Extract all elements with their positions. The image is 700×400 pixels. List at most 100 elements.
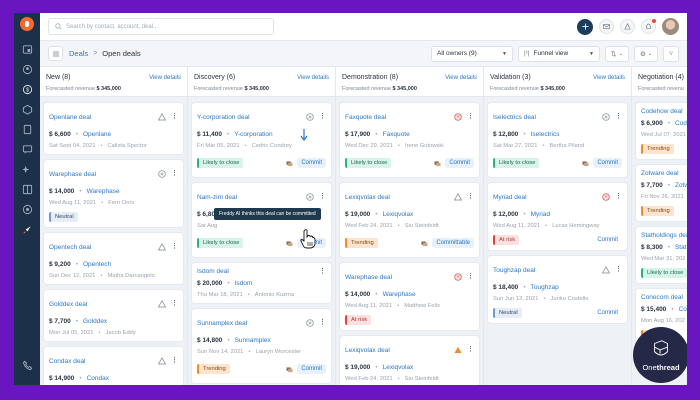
- more-options-icon[interactable]: ⋮: [467, 113, 474, 120]
- pause-icon[interactable]: [306, 108, 314, 126]
- sidebar-chat-icon[interactable]: [21, 143, 33, 155]
- pause-icon[interactable]: [306, 314, 314, 332]
- warning-icon[interactable]: [157, 295, 167, 313]
- commit-button[interactable]: Commit: [297, 364, 326, 374]
- sort-button[interactable]: ⇅ ⌄: [605, 45, 629, 62]
- company-link[interactable]: Condax: [86, 375, 109, 382]
- deal-name-link[interactable]: Golddex deal: [49, 300, 88, 308]
- deal-name-link[interactable]: Myriad deal: [493, 193, 527, 201]
- toggle-sidebar-button[interactable]: [48, 46, 63, 61]
- deal-card[interactable]: Statholdings deal $ 8,300 • Stat Wed Mar 31,…: [636, 227, 687, 283]
- sidebar-documents-icon[interactable]: [21, 123, 33, 135]
- deal-card[interactable]: Faxquote deal ⋮ $ 17,900 • Faxquote Wed Dec 2…: [340, 103, 479, 177]
- filter-button[interactable]: [663, 45, 679, 62]
- deal-card[interactable]: Zotware deal $ 7,700 • Zotw Fri Nov 26, 2021…: [636, 165, 687, 221]
- alert-icon[interactable]: [454, 268, 462, 286]
- company-link[interactable]: Toughzap: [530, 284, 559, 291]
- warning-icon[interactable]: [157, 352, 167, 370]
- more-options-icon[interactable]: ⋮: [171, 243, 178, 250]
- company-link[interactable]: Myriad: [530, 211, 551, 218]
- sidebar-reports-icon[interactable]: [21, 183, 33, 195]
- deal-card[interactable]: Condax deal⋮$ 14,900•CondaxThu Apr 15, 2…: [44, 347, 183, 385]
- more-options-icon[interactable]: ⋮: [171, 357, 178, 364]
- commit-button[interactable]: Commit: [593, 158, 622, 168]
- deal-card[interactable]: Opentech deal ⋮ $ 9,200 • Opentech Sun Dec 12…: [44, 233, 183, 284]
- user-avatar[interactable]: [662, 18, 679, 35]
- commit-button[interactable]: Commit: [597, 309, 618, 316]
- settings-button[interactable]: ⚙ ⌄: [634, 45, 658, 62]
- company-link[interactable]: Faxquote: [382, 131, 410, 138]
- deal-card[interactable]: Nam-zim deal⋮$ 6,800•Nam-zimSat AugLikel…: [192, 183, 331, 257]
- deal-name-link[interactable]: Conecom deal: [641, 294, 683, 301]
- mail-button[interactable]: [599, 19, 614, 34]
- deal-card[interactable]: Lexiqvolax deal ⋮ $ 19,000 • Lexiqvolax Wed F…: [340, 183, 479, 257]
- add-button[interactable]: [577, 18, 593, 35]
- deal-name-link[interactable]: Warephase deal: [345, 273, 393, 281]
- sidebar-contacts-icon[interactable]: [21, 63, 33, 75]
- company-link[interactable]: Iselectrics: [530, 131, 560, 138]
- deal-name-link[interactable]: Lexiqvolax deal: [345, 193, 390, 201]
- search-input[interactable]: Search by contact, account, deal...: [48, 18, 274, 35]
- deal-name-link[interactable]: Faxquote deal: [345, 113, 387, 121]
- company-link[interactable]: Y-corporation: [234, 131, 273, 138]
- more-options-icon[interactable]: ⋮: [467, 273, 474, 280]
- more-options-icon[interactable]: ⋮: [319, 267, 326, 275]
- company-link[interactable]: Co: [678, 306, 687, 313]
- company-link[interactable]: Warephase: [382, 291, 416, 298]
- pause-icon[interactable]: [602, 108, 610, 126]
- warning-icon[interactable]: [453, 188, 463, 206]
- deal-card[interactable]: Golddex deal ⋮ $ 7,700 • Golddex Mon Jul 05, …: [44, 290, 183, 341]
- deal-name-link[interactable]: Sunnamplex deal: [197, 319, 248, 327]
- pause-icon[interactable]: [158, 165, 166, 183]
- more-options-icon[interactable]: ⋮: [467, 193, 474, 200]
- freddy-ai-button[interactable]: [620, 19, 635, 34]
- commit-button[interactable]: Committable: [432, 238, 474, 248]
- owners-select[interactable]: All owners (9) ▼: [431, 45, 513, 62]
- deal-card[interactable]: Sunnamplex deal ⋮ $ 14,800 • Sunnamplex Sun N…: [192, 309, 331, 383]
- company-link[interactable]: Lexiqvolax: [382, 211, 414, 218]
- company-link[interactable]: Sunnamplex: [234, 337, 271, 344]
- view-details-link[interactable]: View details: [593, 74, 625, 81]
- notifications-button[interactable]: [641, 19, 656, 34]
- deal-card[interactable]: Warephase deal ⋮ $ 14,000 • Warephase Wed Aug…: [44, 160, 183, 227]
- warning-icon[interactable]: [157, 238, 167, 256]
- deal-name-link[interactable]: Toughzap deal: [493, 266, 536, 274]
- pause-icon[interactable]: [306, 188, 314, 206]
- deal-name-link[interactable]: Codehow deal: [641, 108, 683, 115]
- company-link[interactable]: Opentech: [82, 261, 112, 268]
- company-link[interactable]: Zotw: [674, 182, 687, 189]
- warning-filled-icon[interactable]: [454, 341, 462, 359]
- deal-name-link[interactable]: Opentech deal: [49, 243, 92, 251]
- warning-icon[interactable]: [601, 261, 611, 279]
- more-options-icon[interactable]: ⋮: [615, 266, 622, 273]
- phone-icon[interactable]: [21, 359, 33, 371]
- more-options-icon[interactable]: ⋮: [171, 113, 178, 120]
- deal-name-link[interactable]: Statholdings deal: [641, 232, 687, 239]
- view-select[interactable]: |¹| Funnel view ▼: [518, 45, 600, 62]
- company-link[interactable]: Warephase: [86, 188, 120, 195]
- company-link[interactable]: Golddex: [82, 318, 108, 325]
- company-link[interactable]: Openlane: [82, 131, 112, 138]
- deal-card[interactable]: Lexiqvolax deal ⋮ $ 19,000 • Lexiqvolax Wed F…: [340, 336, 479, 385]
- sidebar-deals-icon[interactable]: $: [21, 83, 33, 95]
- deal-card[interactable]: Y-corporation deal ⋮ $ 11,400 • Y-corporatio…: [192, 103, 331, 177]
- sidebar-sparkle-icon[interactable]: [21, 163, 33, 175]
- deal-name-link[interactable]: Lexiqvolax deal: [345, 346, 390, 354]
- deal-card[interactable]: Warephase deal ⋮ $ 14,000 • Warephase Wed Aug…: [340, 263, 479, 330]
- more-options-icon[interactable]: ⋮: [615, 193, 622, 200]
- commit-button[interactable]: Commit: [297, 158, 326, 168]
- deal-name-link[interactable]: Openlane deal: [49, 113, 92, 121]
- deal-name-link[interactable]: Warephase deal: [49, 170, 97, 178]
- deal-name-link[interactable]: Nam-zim deal: [197, 193, 238, 201]
- alert-icon[interactable]: [454, 108, 462, 126]
- sidebar-dashboard-icon[interactable]: [21, 43, 33, 55]
- sidebar-rocket-icon[interactable]: [21, 223, 33, 235]
- deal-card[interactable]: Myriad deal ⋮ $ 12,000 • Myriad Wed Aug 11, 2…: [488, 183, 627, 250]
- deal-name-link[interactable]: Isdom deal: [197, 268, 229, 275]
- deal-card[interactable]: Iselectrics deal ⋮ $ 12,800 • Iselectrics Sat…: [488, 103, 627, 177]
- sidebar-products-icon[interactable]: [21, 103, 33, 115]
- more-options-icon[interactable]: ⋮: [615, 113, 622, 120]
- deal-card[interactable]: Isdom deal ⋮ $ 20,000 • Isdom Thu Mar 18, 202…: [192, 263, 331, 303]
- company-link[interactable]: Lexiqvolax: [382, 364, 414, 371]
- commit-button[interactable]: Commit: [445, 158, 474, 168]
